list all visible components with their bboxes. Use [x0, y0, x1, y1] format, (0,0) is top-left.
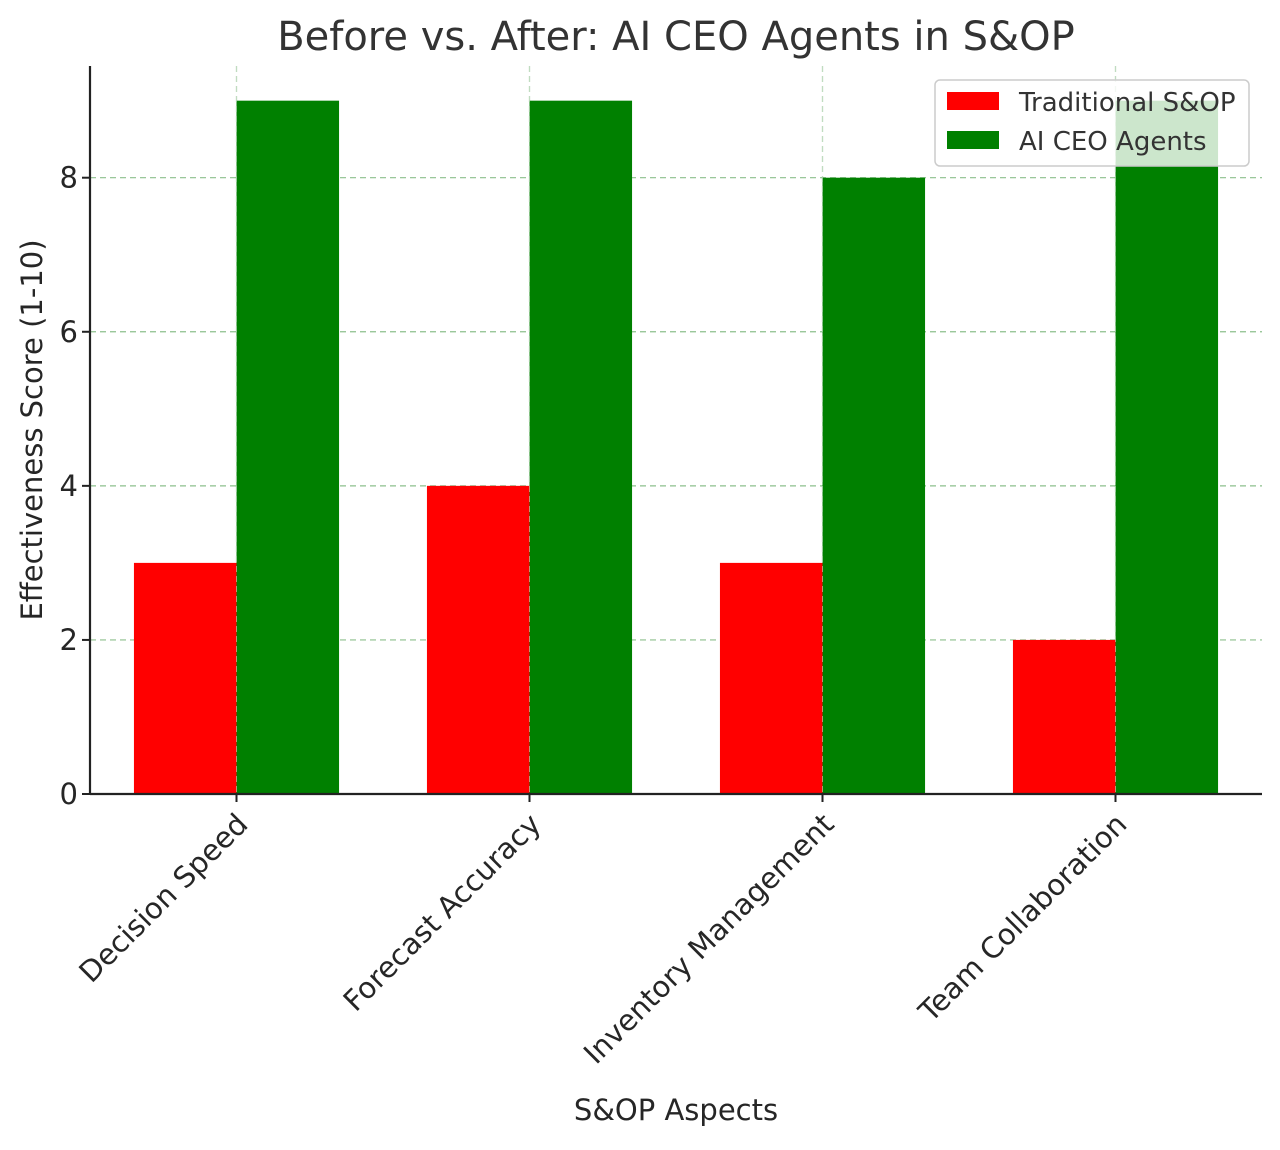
y-tick-label: 2	[60, 623, 78, 657]
bar-traditional	[426, 485, 530, 794]
bar-ai-ceo	[236, 100, 340, 794]
bar-ai-ceo	[822, 177, 926, 794]
axis-layer	[82, 66, 1262, 802]
x-tick-label: Decision Speed	[72, 807, 254, 989]
y-tick-label: 8	[60, 161, 78, 195]
bar-traditional	[719, 562, 823, 794]
bar-traditional	[133, 562, 237, 794]
chart-title: Before vs. After: AI CEO Agents in S&OP	[277, 14, 1075, 60]
y-tick-label: 4	[60, 469, 78, 503]
x-tick-label: Team Collaboration	[911, 807, 1133, 1029]
bar-traditional	[1012, 639, 1116, 794]
x-tick-label: Inventory Management	[577, 807, 841, 1071]
legend: Traditional S&OP AI CEO Agents	[934, 79, 1250, 167]
y-axis-label: Effectiveness Score (1-10)	[15, 239, 49, 620]
legend-frame	[934, 79, 1250, 167]
y-tick-label: 6	[60, 315, 78, 349]
bar-ai-ceo	[1115, 100, 1219, 794]
y-tick-label: 0	[60, 777, 78, 811]
bar-layer	[133, 66, 1219, 794]
legend-label-traditional: Traditional S&OP	[1018, 88, 1236, 118]
x-tick-label: Forecast Accuracy	[336, 807, 547, 1018]
x-axis-label: S&OP Aspects	[574, 1093, 778, 1127]
bar-ai-ceo	[529, 100, 633, 794]
legend-label-ai-ceo: AI CEO Agents	[1019, 127, 1207, 157]
legend-swatch-ai-ceo	[947, 131, 999, 149]
legend-swatch-traditional	[947, 92, 999, 110]
